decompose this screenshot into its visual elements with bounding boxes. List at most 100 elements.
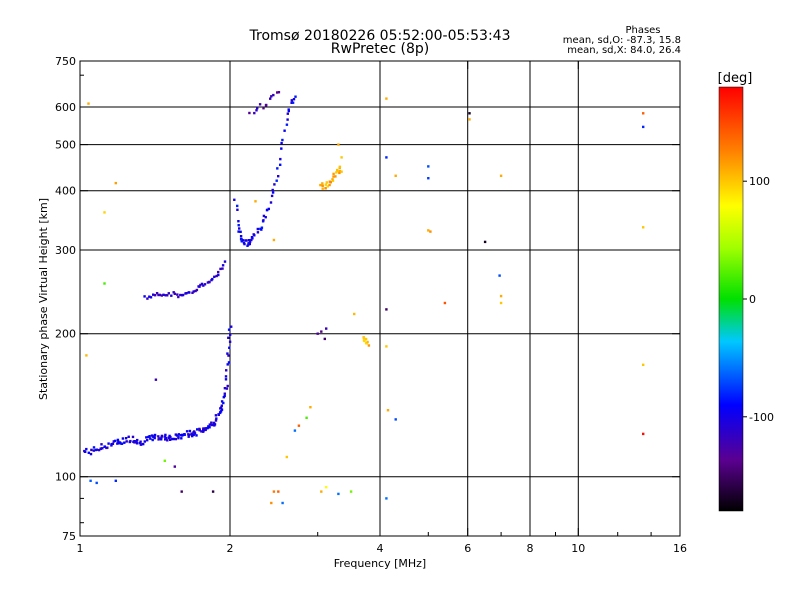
data-point (193, 432, 197, 435)
x-axis-ticks: 1 2 4 6 8 10 16 (77, 61, 687, 555)
x-tick-label: 4 (377, 542, 384, 555)
data-point (272, 490, 276, 493)
data-point (290, 99, 293, 102)
stats-heading: Phases (625, 25, 660, 36)
data-point (265, 103, 268, 107)
data-point (642, 112, 645, 115)
data-point (291, 101, 295, 104)
data-point (281, 501, 284, 505)
y-tick-label: 200 (55, 328, 76, 341)
data-point (127, 435, 130, 438)
data-point (222, 396, 225, 399)
data-point (320, 490, 323, 493)
data-point (192, 290, 195, 293)
data-point (225, 387, 229, 390)
data-point (206, 281, 210, 284)
data-point (151, 438, 154, 442)
data-point (158, 293, 161, 297)
data-point (117, 442, 120, 445)
data-point (95, 448, 98, 451)
data-point (120, 442, 124, 445)
data-point (213, 422, 216, 425)
data-point (325, 181, 328, 184)
data-point (262, 107, 265, 110)
data-point (173, 292, 176, 295)
data-point (87, 451, 90, 454)
data-point (225, 369, 228, 372)
data-point (138, 441, 142, 445)
data-point (233, 198, 236, 201)
data-point (110, 443, 113, 446)
data-point (286, 118, 289, 121)
data-point (208, 423, 211, 426)
data-point (253, 234, 256, 237)
data-point (211, 423, 214, 427)
data-point (305, 416, 308, 419)
data-point (148, 295, 151, 298)
x-tick-label: 10 (571, 542, 585, 555)
data-point (270, 501, 273, 505)
data-point (241, 239, 245, 242)
data-point (89, 479, 92, 482)
data-point (287, 109, 290, 113)
data-point (499, 294, 503, 298)
data-point (221, 264, 225, 267)
data-point (220, 406, 223, 409)
data-point (237, 220, 240, 223)
data-point (224, 375, 228, 378)
data-point (191, 433, 194, 437)
data-point (281, 138, 284, 142)
data-point (385, 308, 388, 311)
data-point (280, 141, 283, 145)
data-point (106, 446, 109, 449)
data-point (366, 340, 369, 344)
colorbar-ticks: 100 0 -100 (743, 175, 774, 424)
data-point (87, 102, 90, 105)
data-point (214, 414, 218, 417)
data-point (164, 438, 167, 441)
data-point (223, 260, 227, 263)
data-point (290, 101, 293, 104)
data-point (164, 294, 167, 297)
data-point (205, 427, 208, 430)
data-point (202, 429, 205, 432)
data-point (198, 429, 201, 432)
data-point (202, 284, 205, 287)
data-point (321, 182, 324, 185)
data-point (153, 433, 157, 437)
data-point (219, 410, 222, 414)
data-point (227, 328, 231, 331)
data-point (277, 490, 280, 493)
y-tick-label: 400 (55, 185, 76, 198)
data-point (226, 352, 229, 355)
data-point (169, 438, 172, 441)
data-point (199, 283, 202, 287)
data-point (642, 363, 645, 366)
data-point (427, 177, 430, 180)
stats-x-line: mean, sd,X: 84.0, 26.4 (567, 45, 681, 56)
chart-subtitle: RwPretec (8p) (331, 41, 429, 57)
data-point (191, 291, 194, 294)
data-point (149, 437, 152, 440)
data-point (150, 434, 154, 437)
data-point (190, 432, 193, 435)
data-point (226, 363, 229, 366)
data-point (221, 267, 224, 270)
data-point (283, 129, 286, 132)
data-point (124, 437, 128, 440)
colorbar-tick-label: 100 (749, 175, 770, 188)
data-point (325, 327, 328, 330)
data-point (363, 339, 366, 343)
data-point (328, 183, 331, 187)
data-point (239, 230, 242, 233)
data-point (146, 297, 149, 300)
data-point (200, 430, 203, 433)
data-point (202, 427, 205, 430)
data-point (116, 438, 120, 442)
data-point (642, 226, 645, 229)
data-point (499, 301, 503, 305)
data-point (111, 442, 115, 445)
data-point (195, 288, 199, 292)
data-point (217, 273, 220, 277)
chart-title: Tromsø 20180226 05:52:00-05:53:43 (249, 28, 511, 44)
